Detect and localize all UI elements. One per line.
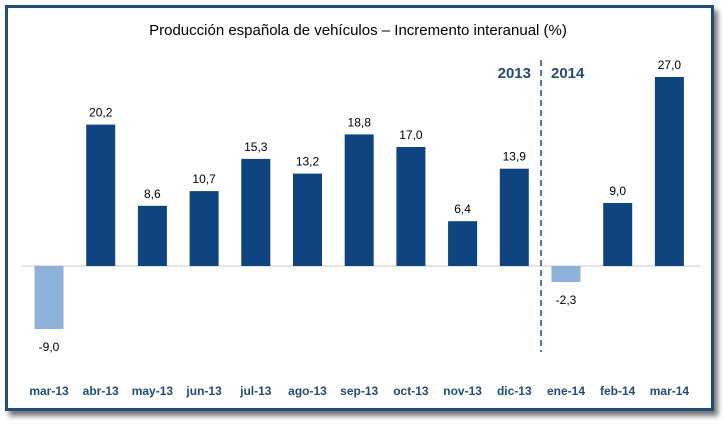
year-label-2013: 2013 (498, 65, 531, 82)
x-tick-ene-14: ene-14 (547, 384, 585, 398)
data-label-jul-13: 15,3 (244, 140, 268, 154)
bar-may-13 (137, 205, 167, 266)
bar-abr-13 (86, 124, 116, 266)
x-tick-abr-13: abr-13 (83, 384, 119, 398)
bar-dic-13 (499, 168, 529, 266)
data-label-dic-13: 13,9 (503, 150, 527, 164)
bar-oct-13 (396, 147, 426, 266)
x-tick-dic-13: dic-13 (497, 384, 532, 398)
bar-feb-14 (603, 203, 633, 266)
bar-ago-13 (293, 173, 322, 266)
data-label-nov-13: 6,4 (454, 202, 471, 216)
x-tick-ago-13: ago-13 (288, 384, 327, 398)
x-tick-jul-13: jul-13 (239, 384, 272, 398)
year-label-2014: 2014 (551, 65, 585, 82)
data-label-ago-13: 13,2 (296, 155, 320, 169)
data-label-abr-13: 20,2 (89, 106, 113, 120)
data-label-mar-14: 27,0 (658, 58, 682, 72)
x-tick-sep-13: sep-13 (340, 384, 378, 398)
x-tick-mar-13: mar-13 (29, 384, 69, 398)
x-tick-feb-14: feb-14 (600, 384, 636, 398)
x-tick-jun-13: jun-13 (185, 384, 222, 398)
data-label-mar-13: -9,0 (39, 340, 60, 354)
bar-ene-14 (551, 266, 581, 283)
bar-mar-13 (34, 266, 64, 329)
data-label-feb-14: 9,0 (609, 184, 626, 198)
bar-mar-14 (654, 77, 684, 266)
x-tick-nov-13: nov-13 (443, 384, 482, 398)
x-tick-mar-14: mar-14 (650, 384, 690, 398)
bar-sep-13 (344, 134, 374, 266)
data-label-oct-13: 17,0 (399, 128, 423, 142)
data-label-ene-14: -2,3 (556, 293, 577, 307)
data-label-jun-13: 10,7 (192, 172, 216, 186)
x-tick-oct-13: oct-13 (393, 384, 429, 398)
chart-title: Producción española de vehículos – Incre… (149, 22, 567, 39)
data-label-sep-13: 18,8 (348, 115, 372, 129)
bar-jun-13 (189, 191, 219, 266)
bar-nov-13 (448, 221, 478, 266)
bar-jul-13 (241, 158, 271, 266)
data-label-may-13: 8,6 (144, 187, 161, 201)
x-tick-may-13: may-13 (132, 384, 174, 398)
